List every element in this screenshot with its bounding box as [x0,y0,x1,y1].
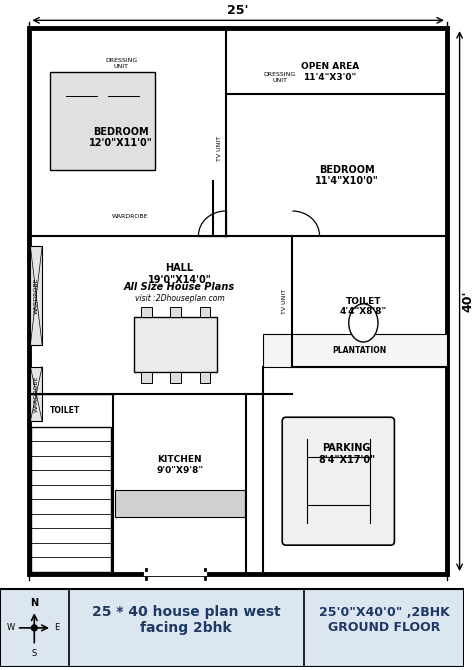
Text: DRESSING
UNIT: DRESSING UNIT [105,58,137,69]
Bar [115,490,245,517]
Bar [134,318,217,372]
Text: S: S [32,649,37,659]
Text: E: E [54,623,59,632]
Bar [141,373,152,383]
Text: 25 * 40 house plan west
facing 2bhk: 25 * 40 house plan west facing 2bhk [92,605,281,635]
Text: BEDROOM
12'0"X11'0": BEDROOM 12'0"X11'0" [90,127,153,148]
Text: W: W [7,623,15,632]
Text: TOILET: TOILET [50,406,80,415]
Bar [30,247,42,345]
Bar [30,366,42,421]
Text: 40': 40' [462,290,474,312]
Text: WARDROBE: WARDROBE [111,214,148,219]
Text: HALL
19'0"X14'0": HALL 19'0"X14'0" [148,263,211,285]
Bar [263,334,447,366]
Text: TOILET
4'4"X8'8": TOILET 4'4"X8'8" [340,297,387,316]
FancyBboxPatch shape [282,417,394,545]
Text: TV UNIT: TV UNIT [217,136,222,161]
Bar [200,373,210,383]
Bar [31,427,111,572]
Text: OPEN AREA
11'4"X3'0": OPEN AREA 11'4"X3'0" [301,62,359,82]
Circle shape [31,625,37,631]
Bar [170,373,181,383]
Text: PLANTATION: PLANTATION [332,346,386,354]
Bar [29,28,447,574]
Text: TV UNIT: TV UNIT [282,289,287,314]
Text: BEDROOM
11'4"X10'0": BEDROOM 11'4"X10'0" [315,165,379,186]
Bar [141,307,152,317]
Text: 25': 25' [228,5,249,17]
Text: N: N [30,598,38,608]
Text: WARDROBE: WARDROBE [34,277,39,314]
Text: 25'0"X40'0" ,2BHK
GROUND FLOOR: 25'0"X40'0" ,2BHK GROUND FLOOR [319,606,449,634]
Text: PARKING
8'4"X17'0": PARKING 8'4"X17'0" [318,443,375,465]
Text: All Size House Plans: All Size House Plans [124,283,235,292]
Ellipse shape [349,304,378,342]
Text: WARDROBE: WARDROBE [34,376,39,412]
Text: DRESSING
UNIT: DRESSING UNIT [264,72,296,82]
Text: visit :2Dhouseplan.com: visit :2Dhouseplan.com [135,294,225,303]
Bar [170,307,181,317]
Bar [200,307,210,317]
Bar [0,589,465,667]
Text: KITCHEN
9'0"X9'8": KITCHEN 9'0"X9'8" [156,455,203,474]
Bar [50,72,155,170]
